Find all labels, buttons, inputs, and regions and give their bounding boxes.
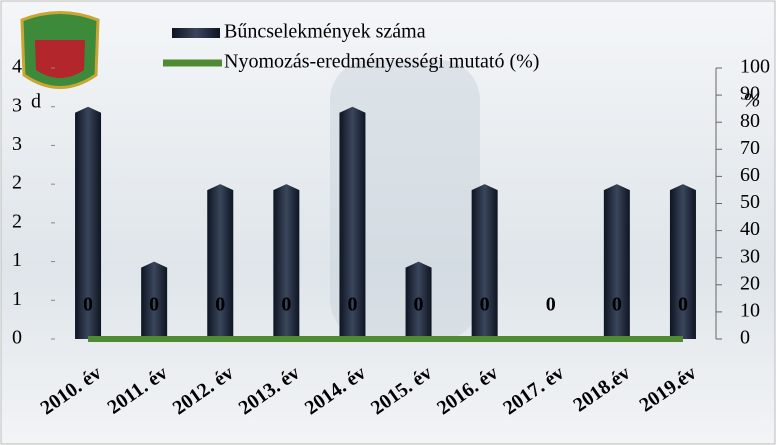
- data-label: 0: [215, 294, 225, 316]
- y2-axis-label: %: [744, 90, 761, 112]
- y-tick-label: 3: [12, 133, 22, 155]
- bar: [669, 184, 696, 339]
- y-tick-label: 2: [12, 210, 22, 232]
- data-label: 0: [347, 294, 357, 316]
- y2-tick-label: 30: [740, 245, 760, 267]
- background-building: [330, 60, 480, 340]
- data-label: 0: [281, 294, 291, 316]
- bar: [471, 184, 498, 339]
- data-label: 0: [149, 294, 159, 316]
- bar: [603, 184, 630, 339]
- bar: [141, 261, 168, 339]
- data-label: 0: [480, 294, 490, 316]
- bar: [405, 261, 432, 339]
- logo: [20, 11, 100, 89]
- y2-tick-label: 80: [740, 110, 760, 132]
- y2-tick-label: 40: [740, 218, 760, 240]
- legend-label: Nyomozás-eredményességi mutató (%): [224, 51, 539, 73]
- y-tick-label: 3: [12, 94, 22, 116]
- y2-tick-label: 100: [740, 56, 770, 78]
- data-label: 0: [83, 294, 93, 316]
- bar: [75, 106, 102, 339]
- data-label: 0: [546, 294, 556, 316]
- data-label: 0: [414, 294, 424, 316]
- legend-label: Bűncselekmények száma: [224, 21, 426, 43]
- y2-tick-label: 90: [740, 83, 760, 105]
- bar: [273, 184, 300, 339]
- bar: [339, 106, 366, 339]
- y-tick-label: 0: [12, 327, 22, 349]
- y-tick-label: 1: [12, 249, 22, 271]
- y2-tick-label: 20: [740, 272, 760, 294]
- bar: [207, 184, 234, 339]
- y2-tick-label: 0: [740, 327, 750, 349]
- y2-tick-label: 60: [740, 164, 760, 186]
- y2-tick-label: 70: [740, 137, 760, 159]
- y-tick-label: 2: [12, 172, 22, 194]
- y-tick-label: 1: [12, 288, 22, 310]
- y-axis-label: d: [31, 91, 41, 113]
- legend-swatch: [172, 28, 220, 38]
- y-tick-label: 4: [12, 56, 22, 78]
- data-label: 0: [612, 294, 622, 316]
- y2-tick-label: 50: [740, 191, 760, 213]
- y2-tick-label: 10: [740, 299, 760, 321]
- data-label: 0: [678, 294, 688, 316]
